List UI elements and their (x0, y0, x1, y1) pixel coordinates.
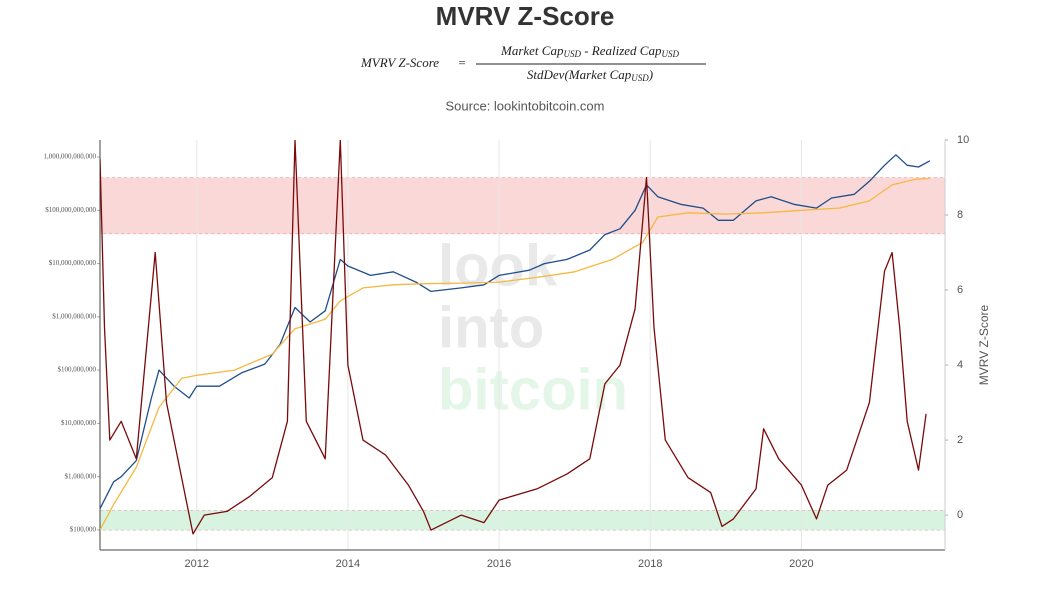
zone-band (99, 177, 946, 235)
x-tick-label: 2018 (638, 558, 662, 570)
y-tick-label: $100,000,000,000 (45, 206, 96, 214)
y2-tick-label: 4 (957, 359, 963, 371)
formula-sub: USD (631, 73, 649, 83)
x-tick-label: 2020 (789, 558, 813, 570)
formula-sub: USD (661, 49, 679, 59)
watermark: bitcoin (438, 357, 628, 422)
watermark: into (438, 295, 544, 360)
y2-tick-label: 8 (957, 209, 963, 221)
series-line (100, 154, 931, 509)
x-tick-label: 2014 (336, 558, 360, 570)
formula-part: ) (648, 67, 653, 82)
y-tick-label: $1,000,000,000 (52, 312, 96, 320)
formula-part: Market Cap (500, 43, 564, 58)
formula-sub: USD (563, 49, 581, 59)
y2-tick-label: 10 (957, 134, 969, 146)
x-tick-label: 2012 (185, 558, 209, 570)
formula-part: StdDev(Market Cap (527, 67, 632, 82)
series-line (100, 140, 927, 535)
series-line (100, 177, 930, 531)
x-tick-label: 2016 (487, 558, 511, 570)
y-tick-label: $1,000,000 (65, 472, 97, 480)
formula-equals: = (458, 55, 467, 70)
y-tick-label: $10,000,000 (61, 419, 97, 427)
y2-tick-label: 0 (957, 509, 963, 521)
chart-title: MVRV Z-Score (436, 1, 615, 31)
subtitle: Source: lookintobitcoin.com (446, 98, 605, 113)
y-tick-label: $100,000 (70, 526, 97, 534)
y-tick-label: $100,000,000 (58, 366, 97, 374)
y2-tick-label: 2 (957, 434, 963, 446)
formula-part: - Realized Cap (581, 43, 662, 58)
formula-lhs: MVRV Z-Score (360, 55, 439, 70)
y-tick-label: 1,000,000,000,000 (44, 153, 97, 161)
y2-tick-label: 6 (957, 284, 963, 296)
y2-axis-title: MVRV Z-Score (977, 304, 991, 385)
formula-denominator: StdDev(Market CapUSD) (527, 67, 653, 83)
formula-numerator: Market CapUSD - Realized CapUSD (500, 43, 679, 59)
y-tick-label: $10,000,000,000 (49, 259, 97, 267)
formula: MVRV Z-Score = Market CapUSD - Realized … (360, 43, 706, 83)
